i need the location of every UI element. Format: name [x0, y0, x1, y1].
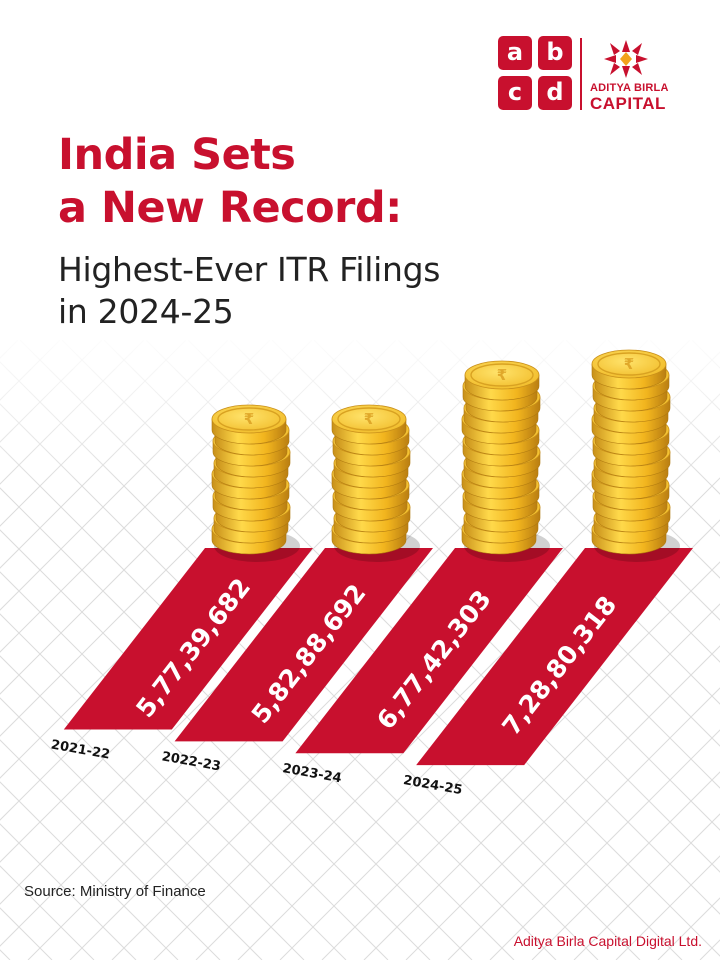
bar-2024-25: [416, 548, 693, 766]
category-label-2023-24: 2023-24: [281, 761, 342, 786]
coin-stack-2022-23: ₹: [331, 404, 420, 562]
headline-line-2: a New Record:: [58, 183, 402, 233]
subtitle-line-1: Highest-Ever ITR Filings: [58, 250, 441, 289]
category-label-2021-22: 2021-22: [50, 738, 111, 763]
logo-tile-b: b: [538, 36, 572, 70]
footer-company-name: Aditya Birla Capital Digital Ltd.: [513, 933, 702, 949]
bar-2022-23: [174, 548, 434, 742]
coin-stack-2024-25: ₹: [591, 349, 680, 562]
subtitle-line-2: in 2024-25: [58, 292, 234, 331]
rupee-icon: ₹: [364, 410, 374, 428]
rupee-icon: ₹: [244, 410, 254, 428]
bar-2023-24: [295, 548, 563, 754]
rupee-icon: ₹: [497, 366, 507, 384]
logo-divider: [580, 38, 582, 110]
brand-logo: a b c d ADITYA BIRLA CAPITAL: [498, 36, 670, 114]
logo-name-line-1: ADITYA BIRLA: [590, 82, 669, 94]
coin-stack-2023-24: ₹: [461, 360, 550, 562]
logo-tile-a: a: [498, 36, 532, 70]
headline-line-1: India Sets: [58, 130, 296, 180]
logo-tile-d: d: [538, 76, 572, 110]
source-note: Source: Ministry of Finance: [24, 883, 206, 900]
coin-stack-2021-22: ₹: [211, 404, 300, 562]
category-label-2022-23: 2022-23: [161, 749, 222, 774]
bar-2021-22: [63, 548, 314, 730]
logo-tile-c: c: [498, 76, 532, 110]
aditya-birla-sun-icon: [604, 40, 648, 78]
logo-name-line-2: CAPITAL: [590, 94, 666, 113]
category-label-2024-25: 2024-25: [402, 773, 463, 798]
rupee-icon: ₹: [624, 355, 634, 373]
